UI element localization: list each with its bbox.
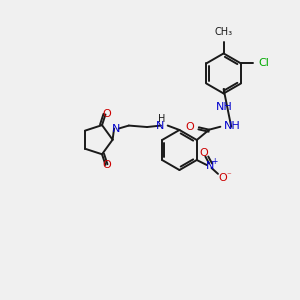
Text: CH₃: CH₃ <box>214 27 233 37</box>
Text: NH: NH <box>216 102 233 112</box>
Text: Cl: Cl <box>259 58 269 68</box>
Text: NH: NH <box>224 121 241 131</box>
Text: +: + <box>211 157 218 166</box>
Text: N: N <box>112 124 121 134</box>
Text: O: O <box>218 173 227 183</box>
Text: H: H <box>158 114 166 124</box>
Text: N: N <box>155 121 164 130</box>
Text: ⁻: ⁻ <box>227 171 232 180</box>
Text: O: O <box>102 109 111 119</box>
Text: O: O <box>186 122 194 132</box>
Text: O: O <box>102 160 111 170</box>
Text: O: O <box>200 148 208 158</box>
Text: N: N <box>206 161 214 171</box>
